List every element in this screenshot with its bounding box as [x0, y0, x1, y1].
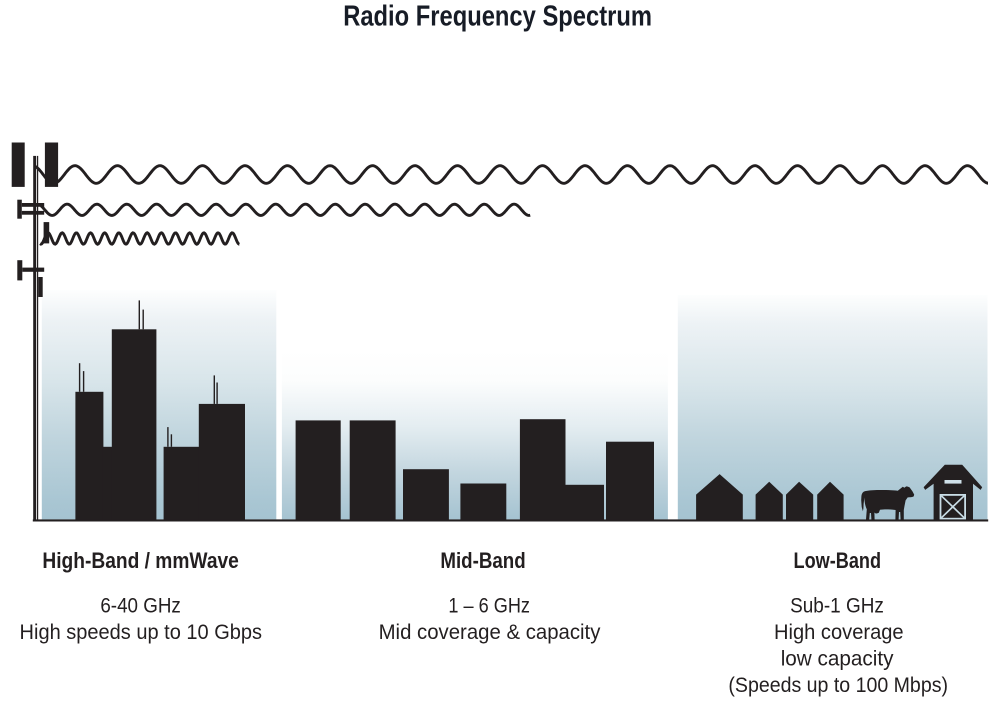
- svg-text:High-Band / mmWave: High-Band / mmWave: [42, 548, 239, 573]
- svg-text:6-40 GHz: 6-40 GHz: [100, 593, 181, 617]
- svg-text:Sub-1 GHz: Sub-1 GHz: [790, 593, 884, 617]
- svg-text:1 – 6 GHz: 1 – 6 GHz: [448, 593, 530, 617]
- svg-text:Mid coverage & capacity: Mid coverage & capacity: [379, 620, 601, 644]
- svg-text:Radio Frequency Spectrum: Radio Frequency Spectrum: [343, 1, 652, 33]
- svg-text:(Speeds up to 100 Mbps): (Speeds up to 100 Mbps): [728, 673, 948, 697]
- svg-text:High speeds up to 10 Gbps: High speeds up to 10 Gbps: [20, 620, 263, 644]
- svg-text:Low-Band: Low-Band: [794, 548, 882, 573]
- svg-text:low capacity: low capacity: [781, 646, 894, 670]
- svg-text:High coverage: High coverage: [774, 620, 904, 644]
- svg-text:Mid-Band: Mid-Band: [440, 548, 525, 573]
